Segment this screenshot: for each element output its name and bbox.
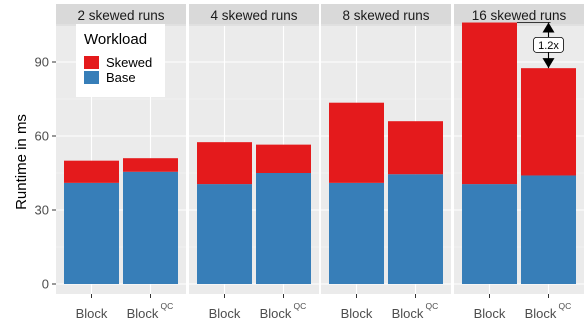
facet-strip	[321, 4, 451, 26]
facet-title: 8 skewed runs	[342, 8, 429, 23]
annotation-label-box	[533, 36, 564, 53]
bar-skewed	[462, 22, 517, 185]
arrow-up-icon	[542, 22, 555, 33]
x-tick-label: Block	[341, 306, 373, 321]
bar-skewed	[123, 158, 178, 172]
legend-swatch-base	[84, 71, 99, 84]
facet-title: 4 skewed runs	[210, 8, 297, 23]
bar-skewed	[388, 121, 443, 175]
bar-skewed	[64, 160, 119, 183]
x-tick-label-superscript: QC	[426, 301, 439, 311]
y-tick-label: 30	[35, 203, 49, 218]
bar-base	[64, 182, 119, 284]
arrow-down-icon	[542, 58, 555, 69]
x-tick-label: Block	[392, 306, 424, 321]
bar-base	[329, 182, 384, 284]
legend-title: Workload	[84, 31, 147, 48]
bar-base	[123, 171, 178, 284]
x-tick-label-superscript: QC	[161, 301, 174, 311]
y-axis: 0 30 60 90	[35, 55, 56, 292]
facet-title: 2 skewed runs	[77, 8, 164, 23]
y-tick-label: 60	[35, 129, 49, 144]
x-tick-label-superscript: QC	[559, 301, 572, 311]
bar-base	[521, 175, 576, 284]
bar-base	[388, 174, 443, 284]
facet-strip	[189, 4, 319, 26]
x-tick-label: Block	[76, 306, 108, 321]
legend-swatch-skewed	[84, 56, 99, 69]
x-tick-label: Block	[525, 306, 557, 321]
bar-skewed	[197, 142, 252, 185]
facet-strip	[56, 4, 186, 26]
annotation-label: 1.2x	[538, 40, 559, 52]
bar-base	[256, 173, 311, 284]
bar-base	[197, 184, 252, 284]
x-tick-label-superscript: QC	[294, 301, 307, 311]
x-tick-label: Block	[260, 306, 292, 321]
bar-skewed	[256, 144, 311, 173]
x-tick-label: Block	[474, 306, 506, 321]
speedup-annotation: 1.2x	[517, 22, 564, 69]
bar-base	[462, 184, 517, 284]
bar-skewed	[521, 68, 576, 176]
y-axis-label: Runtime in ms	[13, 114, 30, 210]
legend: Workload Skewed Base	[76, 24, 165, 97]
facet-title: 16 skewed runs	[472, 8, 567, 23]
legend-label-skewed: Skewed	[106, 55, 152, 70]
bar-skewed	[329, 102, 384, 183]
x-tick-label: Block	[127, 306, 159, 321]
legend-label-base: Base	[106, 70, 136, 85]
x-tick-label: Block	[209, 306, 241, 321]
y-tick-label: 90	[35, 55, 49, 70]
facet-strip	[454, 4, 584, 26]
y-tick-label: 0	[42, 277, 49, 292]
